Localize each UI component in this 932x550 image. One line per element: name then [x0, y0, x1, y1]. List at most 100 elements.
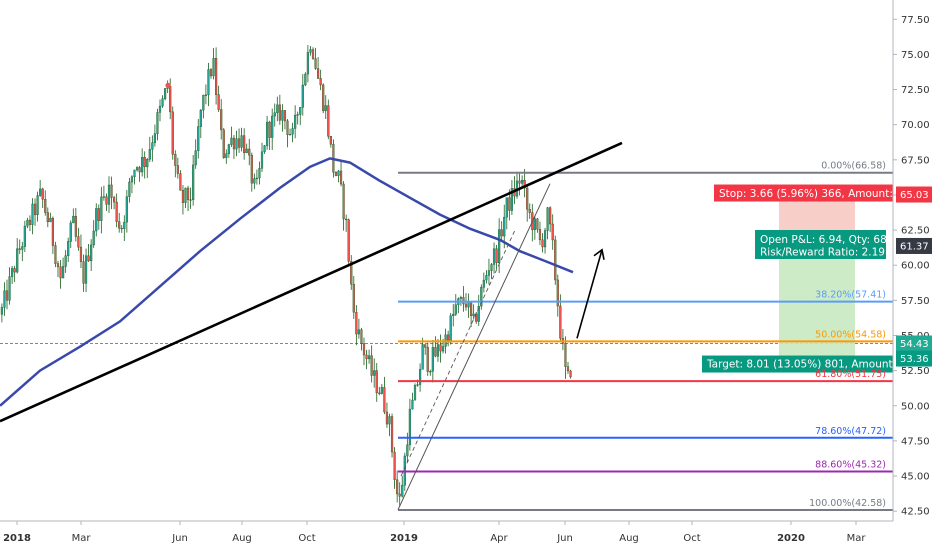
price-axis[interactable]: 77.5075.0072.5070.0067.5065.0062.5060.00…: [892, 0, 932, 521]
candle-body: [283, 110, 287, 122]
price-tick-label: 57.50: [901, 296, 930, 307]
trend-line: [0, 141, 623, 423]
candle-body: [299, 107, 302, 115]
candle-body: [243, 135, 246, 153]
candle-body: [77, 236, 80, 248]
position-tool[interactable]: Stop: 3.66 (5.96%) 366, Amount: 7 Open P&…: [702, 184, 903, 373]
marker-dot: [165, 82, 171, 88]
candle-body: [393, 451, 396, 481]
candle-body: [470, 301, 473, 316]
candle-body: [311, 49, 315, 59]
candle-body: [36, 195, 39, 216]
candle-body: [84, 255, 88, 284]
candle-body: [362, 343, 366, 356]
candle-body: [21, 246, 24, 250]
candle-body: [419, 369, 422, 385]
time-tick-label: 2018: [3, 533, 31, 544]
candle-body: [260, 151, 264, 169]
pl-text-2: Risk/Reward Ratio: 2.19: [760, 247, 885, 259]
price-tick-label: 60.00: [901, 261, 930, 272]
candle-body: [523, 180, 526, 189]
candle-body: [225, 153, 228, 158]
time-tick-label: 2020: [777, 533, 805, 544]
price-tick-label: 77.50: [901, 15, 930, 26]
candle-body: [467, 301, 470, 308]
candle-body: [44, 199, 47, 213]
candle-body: [495, 248, 498, 263]
candle-body: [0, 307, 3, 315]
price-tick-label: 72.50: [901, 85, 930, 96]
price-tick-label: 47.50: [901, 436, 930, 447]
candle-body: [390, 416, 394, 453]
time-tick-label: Oct: [298, 533, 315, 544]
candle-body: [459, 297, 462, 299]
price-tick-label: 62.50: [901, 226, 930, 237]
candle-body: [322, 84, 325, 111]
candle-body: [477, 305, 480, 322]
candle-body: [411, 399, 414, 410]
channel-line: [397, 183, 551, 510]
candle-body: [304, 73, 307, 86]
pl-box: [755, 230, 886, 259]
candle-body: [97, 208, 100, 221]
candle-body: [454, 304, 457, 315]
candle-body: [324, 105, 327, 111]
projection-arrow-line: [576, 249, 603, 339]
candle-body: [92, 230, 95, 246]
time-tick-label: 2019: [390, 533, 418, 544]
candle-body: [146, 159, 149, 168]
candle-body: [115, 201, 118, 222]
candle-body: [56, 263, 60, 268]
candle-body: [204, 94, 207, 96]
candle-body: [398, 493, 401, 497]
candle-body: [197, 126, 200, 151]
candle-body: [436, 344, 440, 357]
candle-body: [13, 268, 16, 273]
fibonacci-retracement[interactable]: 0.00%(66.58) 38.20%(57.41) 50.00%(54.58) 61…: [398, 161, 893, 512]
drawing-lines[interactable]: [0, 141, 623, 510]
time-tick-label: Aug: [619, 533, 639, 544]
candle-body: [253, 178, 256, 184]
fib-level-label: 50.00%(54.58): [815, 329, 886, 340]
candle-body: [480, 287, 483, 307]
candle-body: [230, 137, 233, 145]
price-tick-label: 70.00: [901, 120, 930, 131]
candle-body: [342, 183, 345, 220]
candle-body: [464, 303, 468, 308]
fib-level-label: 100.00%(42.58): [809, 498, 886, 509]
candle-body: [551, 223, 554, 241]
candle-body: [309, 49, 312, 53]
candle-body: [329, 136, 332, 145]
time-axis[interactable]: 2018 Mar Jun Aug Oct 2019 Apr Jun Aug Oct 2020 Mar: [0, 520, 932, 550]
candle-body: [505, 197, 508, 218]
candle-body: [130, 176, 134, 183]
candle-body: [222, 129, 225, 158]
candle-body: [67, 241, 70, 257]
time-tick-label: Mar: [72, 533, 92, 544]
candle-body: [28, 219, 32, 225]
candle-body: [41, 188, 44, 200]
candle-body: [416, 384, 419, 386]
candle-body: [10, 268, 14, 277]
candle-body: [26, 219, 29, 227]
candle-body: [214, 57, 218, 95]
candle-body: [396, 479, 399, 495]
price-tick-label: 75.00: [901, 50, 930, 61]
candle-body: [176, 165, 179, 174]
candle-body: [421, 344, 424, 370]
candle-body: [518, 180, 521, 184]
price-badge-label: 65.03: [900, 190, 929, 201]
candle-body: [240, 135, 243, 148]
candle-body: [23, 225, 26, 247]
candle-body: [174, 154, 177, 166]
candle-body: [526, 187, 529, 210]
candle-body: [227, 144, 230, 154]
price-tick-label: 67.50: [901, 155, 930, 166]
candle-body: [189, 199, 192, 201]
candle-body: [192, 164, 195, 200]
candle-body: [498, 229, 501, 263]
candle-body: [487, 270, 491, 276]
candle-body: [319, 78, 322, 86]
price-badge: [896, 335, 932, 352]
